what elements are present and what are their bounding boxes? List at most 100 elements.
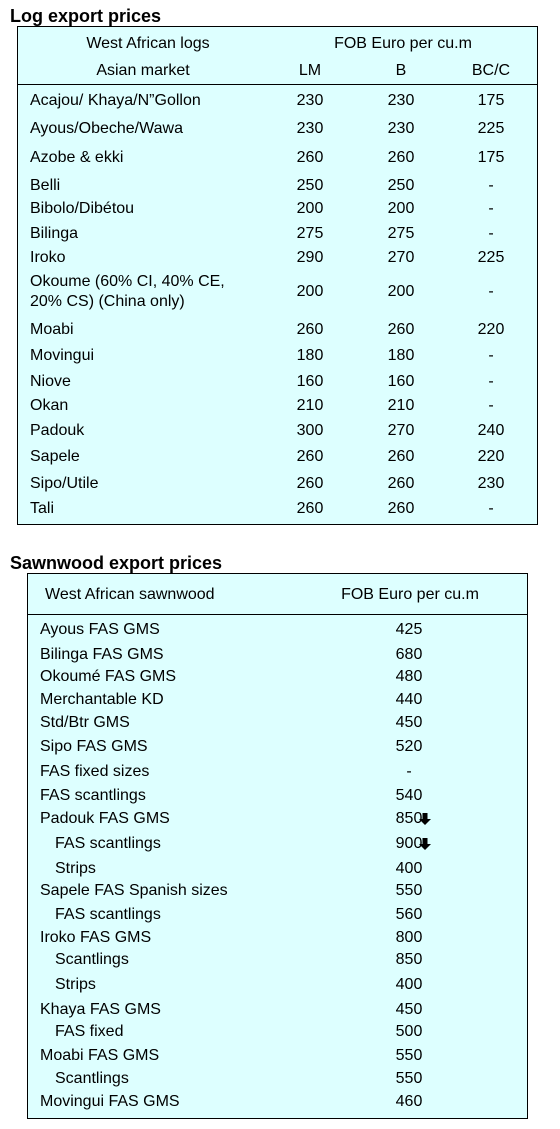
sawn-row-price: 400 xyxy=(395,976,423,993)
log-row-name: Okan xyxy=(30,397,69,414)
sawn-row-price: 500 xyxy=(395,1023,423,1040)
log-row-b: 160 xyxy=(387,373,415,390)
log-row-bcc: 220 xyxy=(477,448,505,465)
log-row-lm: 275 xyxy=(296,225,324,242)
log-header-logs: West African logs xyxy=(86,35,210,52)
log-row-name: Moabi xyxy=(30,321,74,338)
sawn-row-price: 520 xyxy=(395,738,423,755)
sawn-row-price: 550 xyxy=(395,882,423,899)
log-price-table: West African logs Asian market FOB Euro … xyxy=(17,26,538,525)
log-row-name: Sapele xyxy=(30,448,80,465)
log-row-bcc: - xyxy=(488,283,494,300)
log-row-name: Acajou/ Khaya/N”Gollon xyxy=(30,92,201,109)
sawn-row-name: FAS scantlings xyxy=(55,906,161,923)
log-header-lm: LM xyxy=(298,62,322,79)
sawn-row-price: 550 xyxy=(395,1047,423,1064)
sawn-section-title: Sawnwood export prices xyxy=(10,553,223,573)
sawn-row-price: 850 xyxy=(395,810,423,827)
sawn-row-price: 560 xyxy=(395,906,423,923)
log-row-name-cont: 20% CS) (China only) xyxy=(30,293,185,310)
log-row-bcc: 175 xyxy=(477,149,505,166)
log-row-bcc: - xyxy=(488,373,494,390)
log-row-lm: 200 xyxy=(296,283,324,300)
log-row-name: Sipo/Utile xyxy=(30,475,99,492)
log-row-lm: 200 xyxy=(296,200,324,217)
log-row-b: 260 xyxy=(387,321,415,338)
log-row-name: Belli xyxy=(30,177,61,194)
log-row-name: Movingui xyxy=(30,347,95,364)
sawn-row-name: FAS fixed sizes xyxy=(40,763,150,780)
sawn-row-name: Padouk FAS GMS xyxy=(40,810,170,827)
log-row-bcc: 225 xyxy=(477,120,505,137)
sawn-row-name: Moabi FAS GMS xyxy=(40,1047,160,1064)
log-row-lm: 300 xyxy=(296,422,324,439)
log-row-b: 210 xyxy=(387,397,415,414)
log-row-name: Azobe & ekki xyxy=(30,149,124,166)
log-row-lm: 230 xyxy=(296,120,324,137)
sawn-row-name: Sipo FAS GMS xyxy=(40,738,148,755)
log-row-bcc: 175 xyxy=(477,92,505,109)
log-row-lm: 290 xyxy=(296,249,324,266)
log-row-b: 180 xyxy=(387,347,415,364)
sawn-row-name: Bilinga FAS GMS xyxy=(40,646,164,663)
log-row-lm: 260 xyxy=(296,448,324,465)
sawn-row-name: Strips xyxy=(55,860,96,877)
sawn-row-name: Movingui FAS GMS xyxy=(40,1093,180,1110)
sawn-row-price: 800 xyxy=(395,929,423,946)
sawn-row-price: 850 xyxy=(395,951,423,968)
sawn-row-name: Sapele FAS Spanish sizes xyxy=(40,882,228,899)
sawn-row-name: Merchantable KD xyxy=(40,691,164,708)
log-row-bcc: - xyxy=(488,177,494,194)
sawn-row-name: Scantlings xyxy=(55,1070,129,1087)
log-section-title: Log export prices xyxy=(10,6,162,26)
sawn-row-name: Khaya FAS GMS xyxy=(40,1001,161,1018)
log-row-lm: 260 xyxy=(296,475,324,492)
sawn-row-price: 680 xyxy=(395,646,423,663)
log-header-b: B xyxy=(395,62,407,79)
sawn-row-price: 460 xyxy=(395,1093,423,1110)
log-row-lm: 250 xyxy=(296,177,324,194)
sawn-row-name: Std/Btr GMS xyxy=(40,714,130,731)
sawn-row-price: 550 xyxy=(395,1070,423,1087)
log-row-bcc: 230 xyxy=(477,475,505,492)
log-row-lm: 230 xyxy=(296,92,324,109)
log-row-b: 230 xyxy=(387,92,415,109)
log-row-name: Bibolo/Dibétou xyxy=(30,200,135,217)
log-row-name: Bilinga xyxy=(30,225,79,242)
sawn-row-price: 450 xyxy=(395,714,423,731)
log-row-bcc: 220 xyxy=(477,321,505,338)
sawn-row-name: Strips xyxy=(55,976,96,993)
log-row-bcc: - xyxy=(488,347,494,364)
log-header-market: Asian market xyxy=(96,62,190,79)
sawn-row-price: 450 xyxy=(395,1001,423,1018)
sawn-row-name: Okoumé FAS GMS xyxy=(40,668,177,685)
sawn-row-price: 900 xyxy=(395,835,423,852)
log-row-bcc: 225 xyxy=(477,249,505,266)
sawn-header-divider xyxy=(28,614,527,615)
sawn-row-name: Iroko FAS GMS xyxy=(40,929,152,946)
log-row-lm: 260 xyxy=(296,500,324,517)
sawn-row-price: 425 xyxy=(395,621,423,638)
log-row-bcc: - xyxy=(488,397,494,414)
sawn-header-price: FOB Euro per cu.m xyxy=(341,586,479,603)
sawn-row-name: FAS scantlings xyxy=(40,787,146,804)
log-row-lm: 210 xyxy=(296,397,324,414)
log-row-bcc: - xyxy=(488,200,494,217)
log-row-b: 275 xyxy=(387,225,415,242)
log-row-b: 260 xyxy=(387,475,415,492)
down-arrow-icon xyxy=(419,813,431,825)
sawn-row-price: - xyxy=(406,763,412,780)
log-row-lm: 160 xyxy=(296,373,324,390)
sawn-row-name: FAS fixed xyxy=(55,1023,124,1040)
sawn-row-price: 440 xyxy=(395,691,423,708)
log-header-bcc: BC/C xyxy=(471,62,511,79)
sawn-row-price: 480 xyxy=(395,668,423,685)
log-row-b: 230 xyxy=(387,120,415,137)
log-row-b: 260 xyxy=(387,149,415,166)
log-row-b: 270 xyxy=(387,249,415,266)
log-row-bcc: 240 xyxy=(477,422,505,439)
sawn-header-name: West African sawnwood xyxy=(45,586,215,603)
log-row-b: 200 xyxy=(387,283,415,300)
log-row-b: 260 xyxy=(387,500,415,517)
log-row-b: 250 xyxy=(387,177,415,194)
